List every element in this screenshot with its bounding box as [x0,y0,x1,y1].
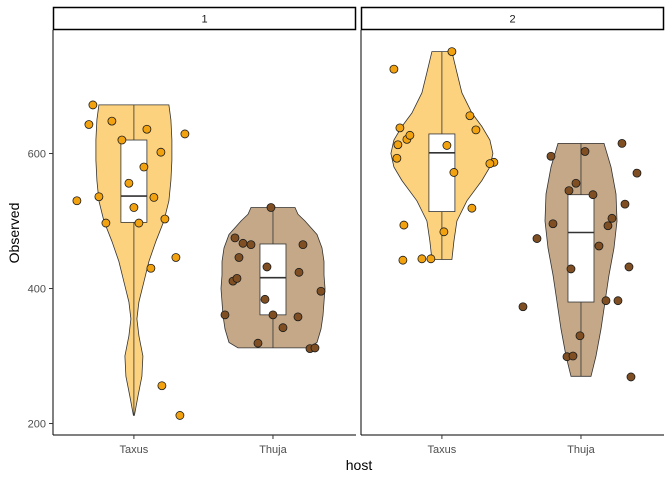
group-thuja [518,138,642,382]
data-point [485,159,495,169]
y-tick-label: 400 [28,284,46,296]
data-point [88,100,98,110]
data-point [253,338,263,348]
data-point [175,411,185,420]
data-point [575,331,585,341]
box-iqr [259,243,287,316]
y-tick-label: 600 [28,149,46,161]
data-point [447,47,457,56]
data-point [268,310,278,320]
facet-strip-label: 1 [201,14,207,26]
data-point [626,372,636,382]
data-point [607,213,617,223]
data-point [398,255,408,265]
data-point [298,240,308,250]
group-taxus [389,47,499,265]
y-axis: 200 400 600 [28,149,53,431]
data-point [601,296,611,306]
facet-panel-2: 2 Taxus Thuja [360,6,665,456]
data-point [617,138,627,148]
data-point [160,214,170,224]
data-point [266,203,276,212]
data-point [260,294,270,304]
data-point [393,140,403,150]
data-point [180,129,190,139]
facet-panels: 1 Taxus Thuja 2 Taxus Thuja [52,6,665,456]
facet-strip-label: 2 [509,14,515,26]
data-point [238,238,248,248]
data-point [471,125,481,135]
data-point [632,168,642,178]
facet-panel-1: 1 Taxus Thuja [52,6,357,456]
data-point [72,196,82,206]
data-point [548,219,558,229]
data-point [117,135,127,145]
data-point [107,116,117,126]
facet-strip [52,6,357,31]
data-point [439,227,449,237]
data-point [149,192,159,202]
data-point [399,220,409,230]
data-point [465,111,475,121]
data-point [246,240,256,250]
y-axis-title: Observed [6,203,22,264]
data-point [566,264,576,274]
x-tick-label: Thuja [567,444,595,456]
x-tick-label: Taxus [120,444,149,456]
data-point [316,286,326,296]
data-point [232,273,242,283]
data-point [405,130,415,140]
data-point [234,253,244,262]
data-point [603,221,613,231]
data-point [142,124,152,134]
data-point [518,302,528,312]
data-point [571,178,581,188]
data-point [594,241,604,251]
data-point [156,147,166,157]
data-point [580,147,590,156]
data-point [94,192,104,202]
y-tick-label: 200 [28,419,46,431]
group-thuja [220,203,326,354]
data-point [84,120,94,129]
data-point [220,310,230,320]
data-point [171,253,181,262]
data-point [564,186,574,196]
data-point [624,262,634,272]
data-point [442,141,452,150]
data-point [620,199,630,209]
data-point [588,190,598,200]
data-point [129,203,139,212]
group-taxus [72,100,190,420]
data-point [157,381,167,391]
data-point [293,312,303,322]
data-point [532,234,542,243]
data-point [417,254,427,264]
x-axis-title: host [346,457,373,473]
data-point [262,262,272,272]
x-tick-label: Thuja [259,444,287,456]
data-point [395,123,405,133]
data-point [467,203,477,213]
x-tick-label: Taxus [428,444,457,456]
data-point [124,178,134,188]
data-point [139,162,149,172]
data-point [568,351,578,361]
data-point [146,263,156,273]
data-point [310,343,320,353]
data-point [101,218,111,228]
facet-strip [360,6,665,31]
data-point [392,153,402,163]
data-point [613,296,623,306]
data-point [449,168,459,177]
data-point [389,64,399,74]
data-point [426,254,436,264]
data-point [294,267,304,277]
box-iqr [567,194,595,303]
data-point [230,233,240,243]
data-point [134,218,144,228]
data-point [278,323,288,333]
data-point [546,151,556,161]
